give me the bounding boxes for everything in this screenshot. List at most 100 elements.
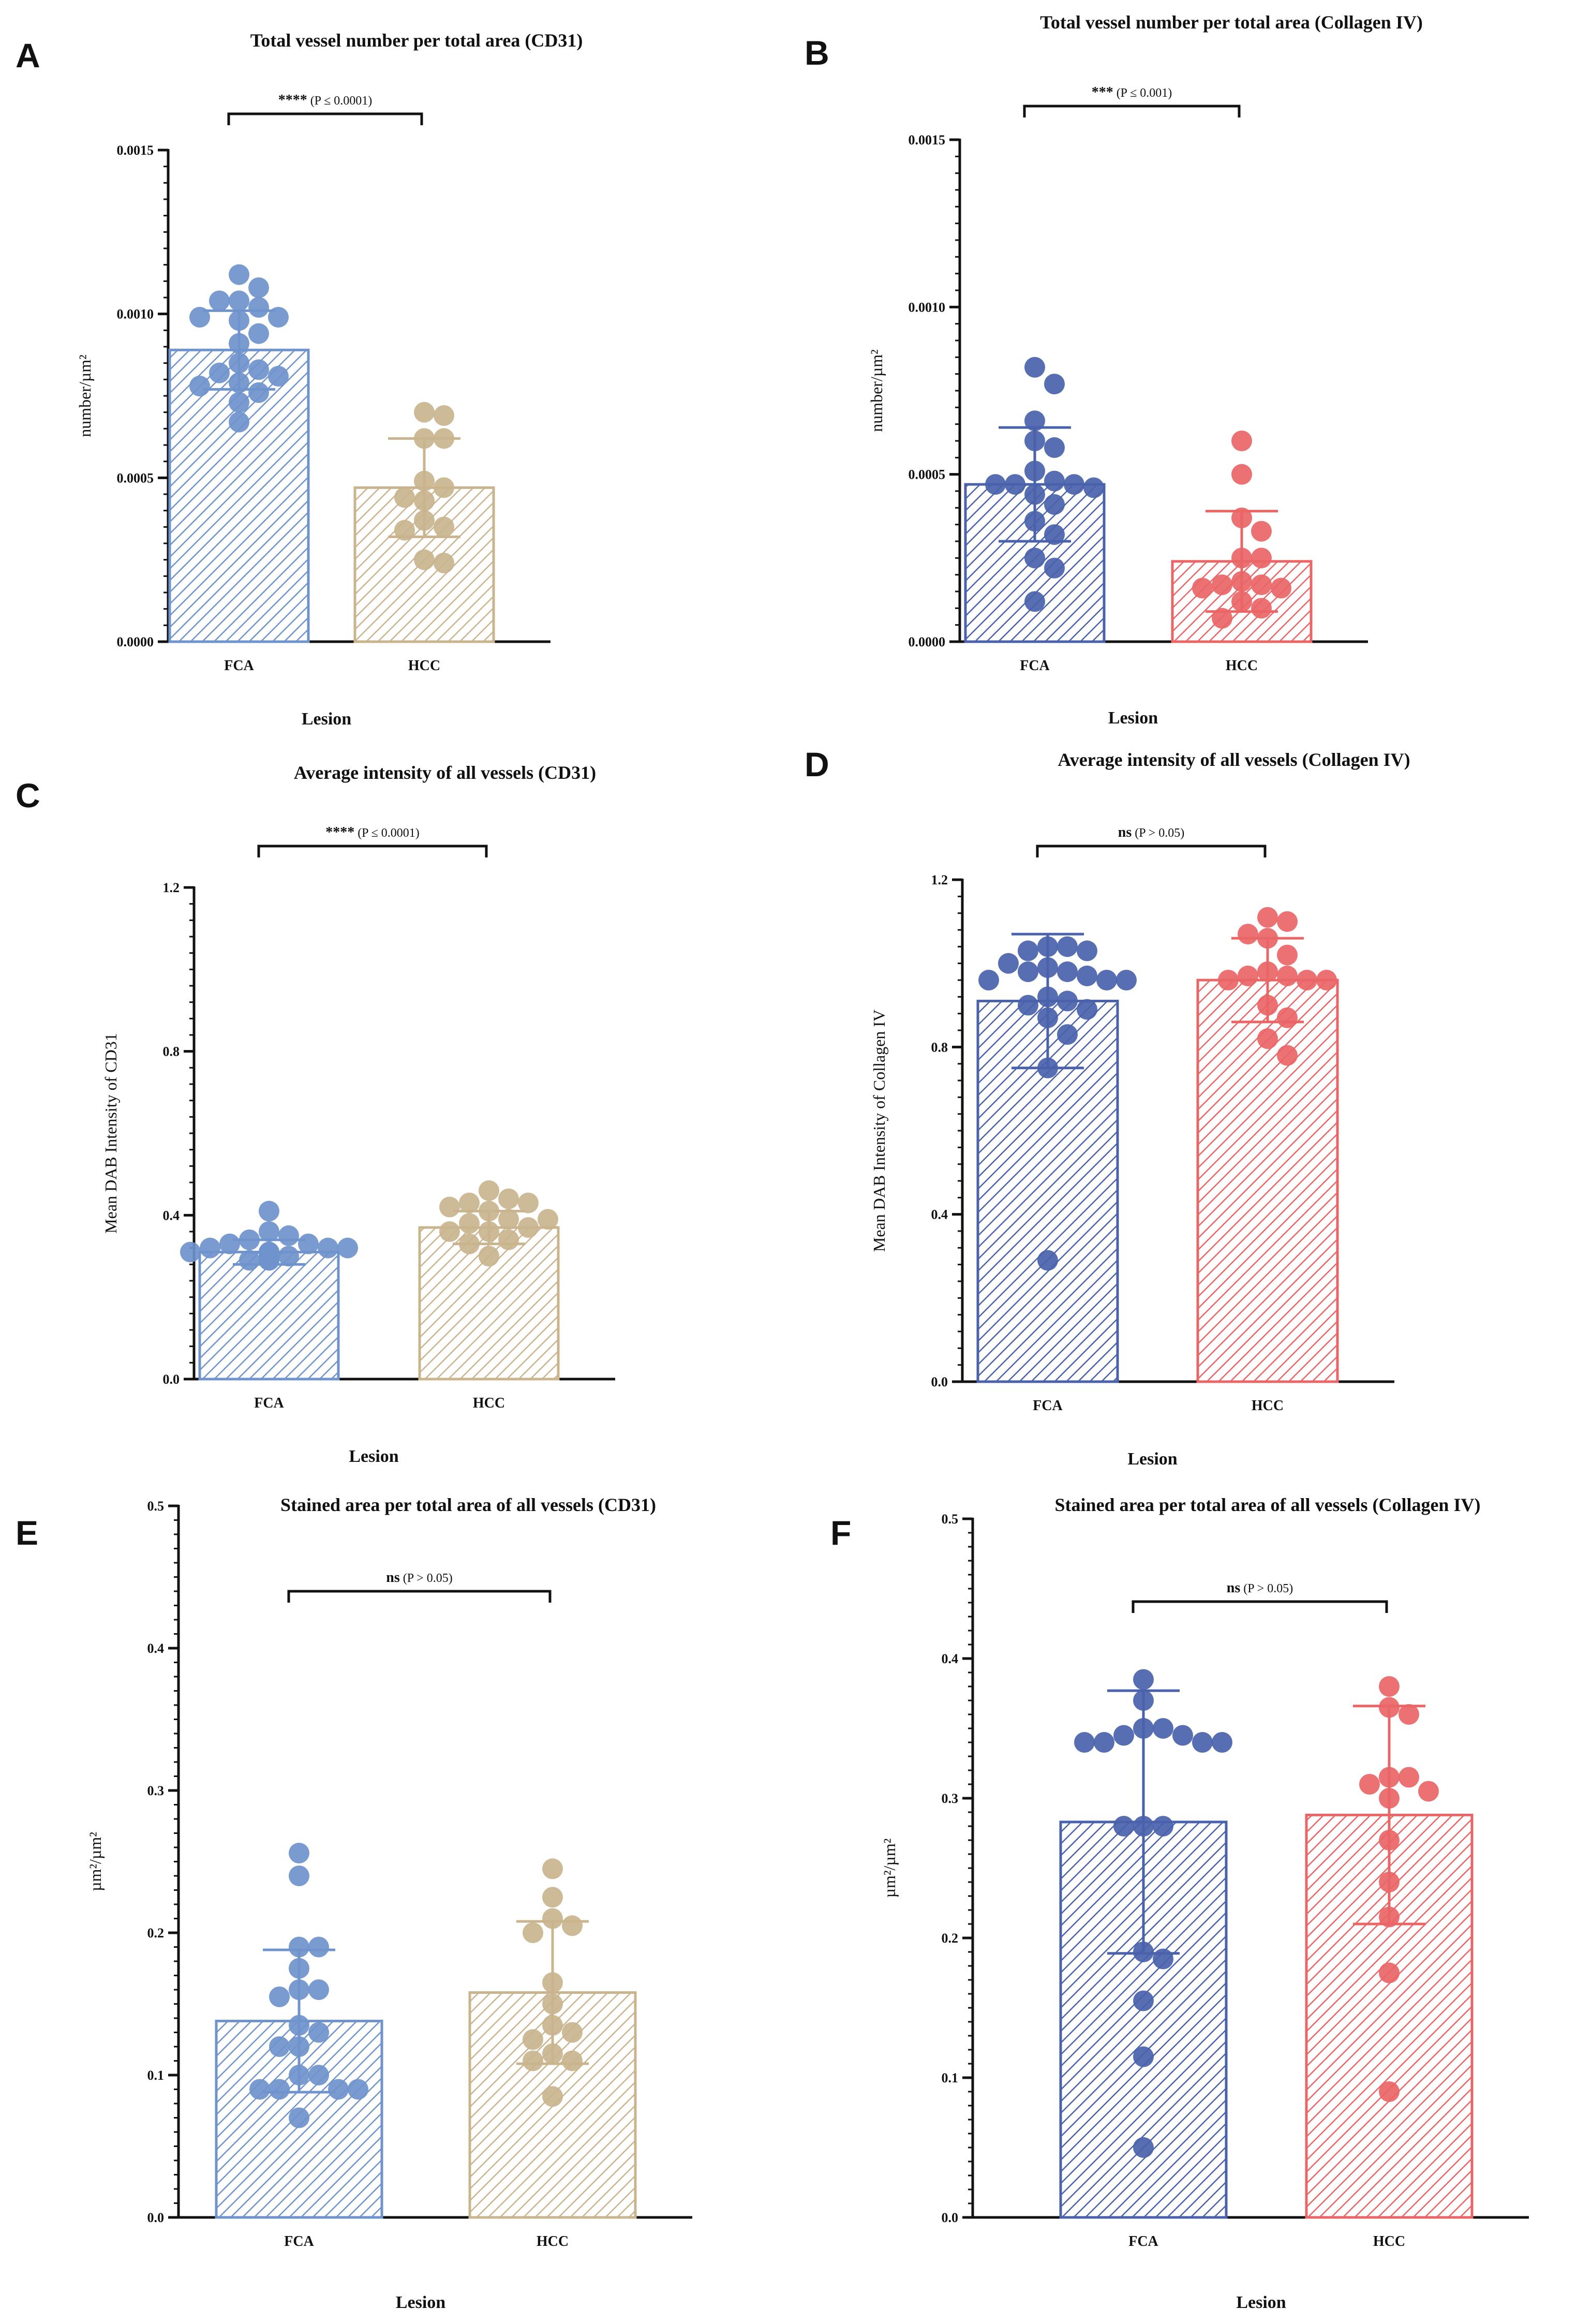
- data-point-fca[interactable]: [239, 1229, 260, 1250]
- data-point-fca[interactable]: [308, 1979, 329, 2000]
- data-point-hcc[interactable]: [1251, 598, 1272, 619]
- data-point-hcc[interactable]: [434, 428, 454, 449]
- data-point-fca[interactable]: [1153, 1718, 1173, 1739]
- data-point-fca[interactable]: [269, 2036, 290, 2057]
- data-point-fca[interactable]: [337, 1237, 358, 1259]
- data-point-hcc[interactable]: [518, 1217, 539, 1238]
- data-point-fca[interactable]: [348, 2079, 368, 2100]
- data-point-hcc[interactable]: [498, 1229, 519, 1250]
- data-point-hcc[interactable]: [479, 1246, 499, 1267]
- data-point-fca[interactable]: [1024, 511, 1045, 532]
- data-point-hcc[interactable]: [538, 1209, 558, 1230]
- data-point-fca[interactable]: [985, 474, 1006, 495]
- data-point-hcc[interactable]: [1379, 1962, 1400, 1983]
- data-point-hcc[interactable]: [1238, 965, 1258, 986]
- data-point-hcc[interactable]: [414, 549, 435, 570]
- data-point-fca[interactable]: [1077, 940, 1097, 961]
- data-point-hcc[interactable]: [1379, 1767, 1400, 1788]
- data-point-fca[interactable]: [1212, 1732, 1232, 1753]
- data-point-fca[interactable]: [1172, 1725, 1193, 1746]
- data-point-fca[interactable]: [189, 307, 210, 328]
- data-point-hcc[interactable]: [479, 1201, 499, 1222]
- data-point-fca[interactable]: [1018, 995, 1038, 1016]
- data-point-hcc[interactable]: [1238, 924, 1258, 945]
- data-point-fca[interactable]: [298, 1233, 319, 1254]
- data-point-fca[interactable]: [289, 2015, 309, 2036]
- data-point-fca[interactable]: [200, 1237, 220, 1259]
- data-point-fca[interactable]: [1074, 1732, 1095, 1753]
- data-point-hcc[interactable]: [542, 1858, 563, 1879]
- data-point-hcc[interactable]: [1379, 1788, 1400, 1809]
- data-point-hcc[interactable]: [459, 1233, 480, 1254]
- data-point-fca[interactable]: [239, 1250, 260, 1271]
- data-point-hcc[interactable]: [434, 477, 454, 498]
- data-point-fca[interactable]: [180, 1241, 201, 1263]
- data-point-hcc[interactable]: [1257, 961, 1278, 982]
- data-point-fca[interactable]: [1037, 1250, 1058, 1271]
- data-point-hcc[interactable]: [523, 1922, 543, 1943]
- data-point-fca[interactable]: [1133, 1990, 1154, 2011]
- data-point-fca[interactable]: [1133, 1690, 1154, 1711]
- data-point-fca[interactable]: [308, 1936, 329, 1958]
- data-point-fca[interactable]: [269, 1986, 290, 2007]
- data-point-fca[interactable]: [1044, 437, 1065, 458]
- data-point-hcc[interactable]: [1399, 1704, 1419, 1725]
- data-point-fca[interactable]: [1018, 940, 1038, 961]
- data-point-hcc[interactable]: [439, 1196, 460, 1218]
- data-point-fca[interactable]: [1037, 1057, 1058, 1078]
- data-point-fca[interactable]: [268, 307, 289, 328]
- data-point-hcc[interactable]: [414, 510, 435, 531]
- data-point-hcc[interactable]: [1399, 1767, 1419, 1788]
- data-point-hcc[interactable]: [542, 2043, 563, 2064]
- data-point-hcc[interactable]: [479, 1221, 499, 1242]
- data-point-fca[interactable]: [1037, 986, 1058, 1008]
- data-point-fca[interactable]: [1077, 965, 1097, 986]
- data-point-fca[interactable]: [289, 1936, 309, 1958]
- data-point-fca[interactable]: [1044, 557, 1065, 579]
- data-point-hcc[interactable]: [562, 2050, 583, 2071]
- data-point-fca[interactable]: [1037, 936, 1058, 957]
- data-point-fca[interactable]: [998, 953, 1019, 974]
- data-point-hcc[interactable]: [414, 428, 435, 449]
- data-point-hcc[interactable]: [1251, 574, 1272, 596]
- data-point-fca[interactable]: [1044, 374, 1065, 395]
- data-point-hcc[interactable]: [1277, 944, 1298, 966]
- data-point-fca[interactable]: [1024, 591, 1045, 612]
- data-point-hcc[interactable]: [542, 1972, 563, 1993]
- data-point-hcc[interactable]: [414, 470, 435, 492]
- data-point-hcc[interactable]: [1251, 547, 1272, 569]
- data-point-fca[interactable]: [318, 1237, 338, 1259]
- data-point-hcc[interactable]: [1231, 507, 1252, 528]
- data-point-hcc[interactable]: [394, 520, 415, 541]
- data-point-hcc[interactable]: [1379, 2081, 1400, 2102]
- data-point-hcc[interactable]: [498, 1188, 519, 1209]
- data-point-fca[interactable]: [289, 1958, 309, 1979]
- data-point-fca[interactable]: [1024, 461, 1045, 482]
- data-point-fca[interactable]: [248, 297, 269, 318]
- data-point-fca[interactable]: [289, 1843, 309, 1863]
- data-point-fca[interactable]: [209, 362, 230, 383]
- data-point-hcc[interactable]: [434, 405, 454, 426]
- data-point-hcc[interactable]: [1359, 1774, 1380, 1795]
- data-point-fca[interactable]: [259, 1201, 279, 1222]
- data-point-hcc[interactable]: [562, 1915, 583, 1936]
- data-point-hcc[interactable]: [1257, 1028, 1278, 1049]
- data-point-hcc[interactable]: [394, 487, 415, 508]
- data-point-hcc[interactable]: [1379, 1676, 1400, 1697]
- data-point-fca[interactable]: [289, 2065, 309, 2085]
- data-point-hcc[interactable]: [1379, 1906, 1400, 1928]
- data-point-fca[interactable]: [1133, 1669, 1154, 1690]
- data-point-hcc[interactable]: [1192, 578, 1213, 599]
- data-point-fca[interactable]: [1083, 477, 1104, 498]
- data-point-fca[interactable]: [1153, 1948, 1173, 1970]
- data-point-hcc[interactable]: [523, 2050, 543, 2071]
- data-point-hcc[interactable]: [1231, 571, 1252, 592]
- data-point-fca[interactable]: [1037, 1007, 1058, 1028]
- data-point-fca[interactable]: [1153, 1816, 1173, 1837]
- data-point-fca[interactable]: [248, 359, 269, 380]
- data-point-fca[interactable]: [1057, 990, 1078, 1012]
- data-point-hcc[interactable]: [1212, 574, 1232, 596]
- data-point-hcc[interactable]: [1379, 1830, 1400, 1851]
- data-point-fca[interactable]: [1024, 357, 1045, 378]
- data-point-hcc[interactable]: [479, 1180, 499, 1201]
